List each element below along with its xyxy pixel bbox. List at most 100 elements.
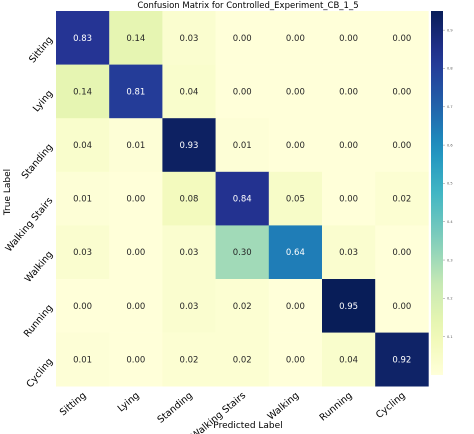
heatmap-cell <box>322 11 376 65</box>
x-tick-label: Lying <box>116 390 142 414</box>
cell-value-label: 0.01 <box>73 355 92 365</box>
heatmap-cell <box>109 279 163 333</box>
x-tick-label: Standing <box>155 390 194 426</box>
y-axis-label: True Label <box>3 169 13 216</box>
cell-value-label: 0.84 <box>233 195 252 205</box>
heatmap-cell <box>56 64 110 119</box>
chart-title: Confusion Matrix for Controlled_Experime… <box>137 1 358 11</box>
cell-value-label: 0.01 <box>73 195 92 205</box>
heatmap-cell <box>56 118 110 173</box>
x-tick-label: Walking <box>266 390 302 423</box>
heatmap-cell <box>215 64 270 119</box>
heatmap-cell <box>375 64 429 119</box>
cell-value-label: 0.00 <box>126 355 145 365</box>
heatmap-cell <box>162 332 216 387</box>
heatmap-cell <box>162 171 216 226</box>
heatmap-cell <box>109 11 163 65</box>
cell-value-label: 0.01 <box>233 141 252 151</box>
cell-value-label: 0.00 <box>392 141 411 151</box>
colorbar-tick-label: 0.6 <box>447 143 453 147</box>
heatmap-cell <box>109 171 163 226</box>
heatmap-cell <box>215 171 270 226</box>
cell-value-label: 0.00 <box>126 248 145 258</box>
heatmap-cell <box>215 225 270 280</box>
cell-value-label: 0.03 <box>73 248 92 258</box>
heatmap-cell <box>162 225 216 280</box>
heatmap-cell <box>268 118 323 173</box>
cell-value-label: 0.03 <box>180 248 199 258</box>
heatmap-cells: 0.83 0.14 0.03 0.00 0.00 0.00 0.00 0.14 0.81 0.04… <box>56 11 429 387</box>
colorbar-tick-label: 0.3 <box>447 258 453 262</box>
cell-value-label: 0.04 <box>73 141 92 151</box>
cell-value-label: 0.00 <box>126 195 145 205</box>
colorbar-tick-label: 0.7 <box>447 105 453 109</box>
cell-value-label: 0.00 <box>233 87 252 97</box>
cell-value-label: 0.83 <box>73 34 92 44</box>
cell-value-label: 0.02 <box>392 195 411 205</box>
colorbar-tick-label: 0.9 <box>447 28 453 32</box>
cell-value-label: 0.81 <box>126 87 145 97</box>
heatmap-cell <box>322 118 376 173</box>
cell-value-label: 0.00 <box>392 34 411 44</box>
y-tick-label: Standing <box>20 142 56 181</box>
heatmap-cell <box>268 279 323 333</box>
colorbar-tick-label: 0.2 <box>447 297 453 301</box>
cell-value-label: 0.14 <box>73 87 92 97</box>
heatmap-cell <box>375 279 429 333</box>
cell-value-label: 0.93 <box>180 141 199 151</box>
heatmap-cell <box>268 225 323 280</box>
x-axis-label: Predicted Label <box>213 421 282 431</box>
cell-value-label: 0.00 <box>233 34 252 44</box>
cell-value-label: 0.95 <box>339 302 358 312</box>
heatmap-cell <box>215 279 270 333</box>
colorbar-gradient <box>431 11 443 375</box>
heatmap-cell <box>322 332 376 387</box>
cell-value-label: 0.64 <box>286 248 305 258</box>
heatmap-cell <box>109 225 163 280</box>
cell-value-label: 0.04 <box>180 87 199 97</box>
cell-value-label: 0.08 <box>180 195 199 205</box>
heatmap-cell <box>268 11 323 65</box>
cell-value-label: 0.00 <box>286 302 305 312</box>
cell-value-label: 0.00 <box>286 141 305 151</box>
x-tick-label: Running <box>318 390 355 423</box>
y-tick-label: Cycling <box>24 356 55 390</box>
cell-value-label: 0.00 <box>392 248 411 258</box>
heatmap-cell <box>268 64 323 119</box>
heatmap-cell <box>56 225 110 280</box>
colorbar-tick-label: 0.4 <box>447 220 453 224</box>
heatmap-cell <box>56 332 110 387</box>
cell-value-label: 0.92 <box>392 355 411 365</box>
cell-value-label: 0.03 <box>180 34 199 44</box>
heatmap-cell <box>162 11 216 65</box>
heatmap-cell <box>375 332 429 387</box>
cell-value-label: 0.00 <box>126 302 145 312</box>
heatmap-cell <box>322 64 376 119</box>
cell-value-label: 0.00 <box>286 355 305 365</box>
cell-value-label: 0.04 <box>339 355 358 365</box>
heatmap-cell <box>215 11 270 65</box>
heatmap-cell <box>375 118 429 173</box>
cell-value-label: 0.05 <box>286 195 305 205</box>
cell-value-label: 0.14 <box>126 34 145 44</box>
heatmap-cell <box>56 11 110 65</box>
heatmap-cell <box>162 118 216 173</box>
colorbar-tick-label: 0.1 <box>447 335 453 339</box>
cell-value-label: 0.02 <box>180 355 199 365</box>
cell-value-label: 0.00 <box>392 87 411 97</box>
heatmap-cell <box>109 64 163 119</box>
cell-value-label: 0.00 <box>392 302 411 312</box>
cell-value-label: 0.00 <box>286 34 305 44</box>
x-tick-label: Sitting <box>58 390 89 418</box>
heatmap-cell <box>162 64 216 119</box>
heatmap-cell <box>215 332 270 387</box>
cell-value-label: 0.02 <box>233 302 252 312</box>
y-tick-label: Running <box>22 303 55 340</box>
heatmap-cell <box>215 118 270 173</box>
cell-value-label: 0.02 <box>233 355 252 365</box>
heatmap-cell <box>322 279 376 333</box>
cell-value-label: 0.00 <box>339 87 358 97</box>
colorbar: 0.1 0.2 0.3 0.4 0.5 0.6 0.7 0.8 0.9 <box>431 11 453 375</box>
heatmap-cell <box>56 171 110 226</box>
